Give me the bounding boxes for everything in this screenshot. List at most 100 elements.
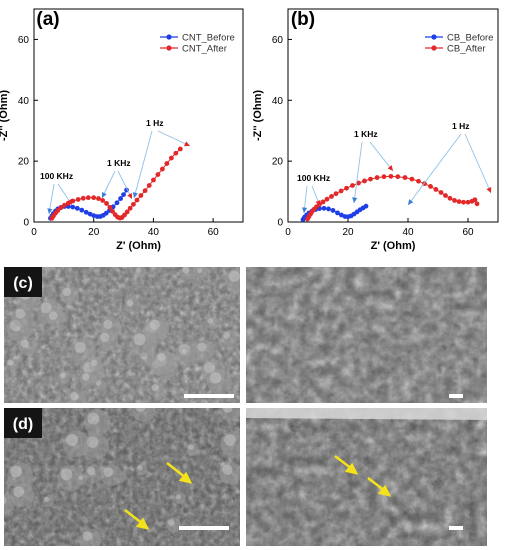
data-point: [381, 174, 387, 180]
particle: [149, 382, 166, 398]
data-point: [138, 193, 144, 198]
y-axis-label: -Z'' (Ohm): [252, 90, 264, 141]
data-point: [114, 200, 120, 206]
data-point: [344, 185, 349, 191]
legend-entry: CNT_After: [182, 44, 227, 55]
annotation-arrowhead: [302, 207, 308, 213]
particle-highlight: [103, 467, 114, 477]
annotation-leader: [133, 130, 153, 199]
particle: [132, 408, 156, 422]
particle-highlight: [176, 494, 182, 500]
particle-highlight: [197, 268, 203, 274]
annotation-arrowhead: [387, 165, 393, 171]
particle-highlight: [167, 519, 175, 526]
data-point: [70, 198, 76, 204]
data-point: [87, 211, 93, 217]
particle: [196, 267, 208, 278]
yellow-arrow: [166, 462, 193, 484]
data-point: [465, 199, 471, 205]
data-point: [356, 180, 361, 186]
data-point: [173, 150, 179, 156]
scale-bar: [449, 394, 463, 398]
data-point: [447, 195, 453, 201]
particle-highlight: [10, 465, 22, 478]
yellow-arrow: [367, 477, 392, 497]
particle-highlight: [66, 433, 79, 446]
particle-highlight: [188, 444, 195, 451]
particle-highlight: [15, 308, 26, 319]
particle-highlight: [133, 333, 146, 346]
y-tick-label: 60: [18, 35, 30, 46]
particle-highlight: [90, 359, 98, 367]
particle: [7, 462, 33, 489]
annotation-leader: [369, 141, 394, 172]
particle: [186, 442, 200, 456]
annotation-arrowhead: [127, 193, 132, 199]
particle: [77, 474, 88, 485]
annotation-label: 1 KHz: [107, 158, 131, 168]
data-point: [363, 203, 369, 209]
sem-image-d-right: [246, 408, 487, 546]
data-point: [107, 204, 113, 210]
data-point: [104, 201, 109, 206]
annotation-arrowhead: [101, 192, 107, 198]
particle-highlight: [151, 384, 159, 392]
legend-marker: [166, 34, 172, 40]
y-axis-label: -Z'' (Ohm): [0, 90, 10, 141]
sem-image-c-right: [246, 267, 487, 403]
particle: [221, 329, 237, 346]
annotation-label: 1 Hz: [452, 121, 469, 131]
particle-highlight: [60, 468, 73, 481]
particle-highlight: [222, 464, 233, 475]
annotation-arrowhead: [47, 208, 53, 214]
particle-highlight: [60, 372, 66, 379]
particle: [179, 347, 192, 359]
particle: [83, 409, 111, 436]
y-tick-label: 20: [18, 157, 30, 168]
annotation-label: 100 KHz: [297, 173, 330, 183]
particle: [194, 339, 216, 361]
panel-label: (a): [36, 9, 59, 30]
x-axis-label: Z' (Ohm): [116, 240, 161, 252]
data-point: [177, 146, 183, 152]
legend-entry: CNT_Before: [182, 33, 235, 44]
plot-frame: [33, 8, 244, 223]
annotation-leader: [157, 130, 191, 147]
particle: [42, 495, 55, 507]
data-point: [124, 209, 130, 215]
data-point: [324, 196, 330, 202]
particle: [180, 267, 197, 281]
panel-label: (b): [291, 9, 315, 30]
particle: [134, 267, 147, 278]
nyquist-chart-a: 0 20 40 60 0 20 40 60 Z' (Ohm) -Z'' (Ohm) (a) CNT_B…: [0, 8, 244, 252]
particle: [10, 483, 35, 508]
data-point: [338, 188, 344, 194]
data-point: [127, 205, 133, 211]
particle-highlight: [13, 486, 25, 498]
data-point: [333, 191, 339, 197]
x-tick-label: 20: [342, 227, 354, 238]
particle-highlight: [87, 412, 100, 425]
x-tick-label: 40: [402, 227, 414, 238]
particle: [220, 430, 240, 458]
particle-highlight: [4, 496, 7, 505]
data-point: [142, 188, 148, 194]
data-point: [62, 202, 67, 208]
data-point: [350, 183, 355, 188]
data-point: [110, 208, 115, 214]
annotation-leader: [407, 133, 462, 206]
particle: [60, 285, 80, 305]
data-point: [374, 175, 380, 180]
data-point: [474, 201, 480, 207]
y-tick-label: 40: [272, 96, 284, 107]
particle-highlight: [228, 270, 240, 282]
panel-label-c-box: [4, 267, 42, 297]
y-tick-label: 40: [18, 96, 30, 107]
data-point: [388, 173, 394, 179]
data-point: [79, 207, 85, 213]
data-point: [452, 197, 457, 203]
data-point: [96, 196, 101, 201]
particle-highlight: [209, 372, 222, 384]
scale-bar: [449, 526, 463, 530]
particle-highlight: [78, 475, 84, 481]
